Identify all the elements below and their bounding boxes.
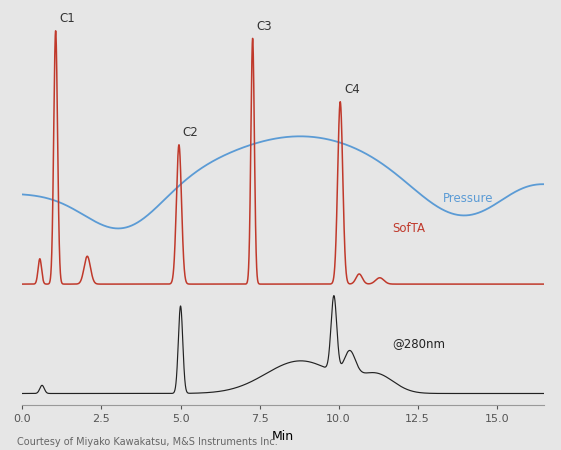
X-axis label: Min: Min	[272, 430, 295, 443]
Text: @280nm: @280nm	[392, 337, 445, 350]
Text: Courtesy of Miyako Kawakatsu, M&S Instruments Inc.: Courtesy of Miyako Kawakatsu, M&S Instru…	[17, 436, 278, 446]
Text: C2: C2	[183, 126, 199, 139]
Text: SofTA: SofTA	[392, 222, 425, 235]
Text: C1: C1	[59, 12, 75, 25]
Text: C4: C4	[344, 83, 360, 96]
Text: C3: C3	[256, 20, 272, 32]
Text: Pressure: Pressure	[443, 192, 494, 205]
